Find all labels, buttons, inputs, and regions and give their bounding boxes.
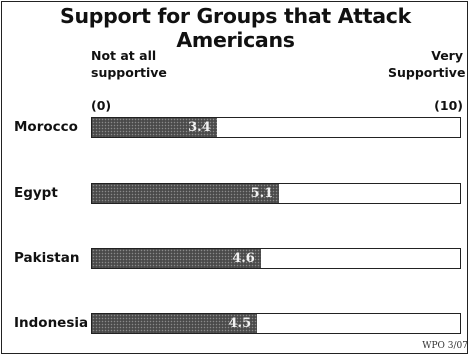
bar-pakistan <box>92 249 261 268</box>
category-label-indonesia: Indonesia <box>14 315 89 331</box>
bar-egypt <box>92 184 280 203</box>
bar-track-indonesia: 4.5 <box>91 313 461 334</box>
bar-track-egypt: 5.1 <box>91 183 461 204</box>
value-label-egypt: 5.1 <box>250 186 274 201</box>
scale-low-label: Not at all supportive <box>91 47 171 81</box>
value-label-pakistan: 4.6 <box>232 251 255 266</box>
scale-low-label-text: Not at all supportive <box>91 48 167 80</box>
bar-track-pakistan: 4.6 <box>91 248 461 269</box>
value-label-indonesia: 4.5 <box>228 316 252 331</box>
scale-low-value: (0) <box>91 98 112 113</box>
scale-high-label: Very Supportive <box>388 47 466 81</box>
source-credit: WPO 3/07 <box>422 341 468 351</box>
scale-high-value: (10) <box>434 98 463 113</box>
category-label-pakistan: Pakistan <box>14 250 80 266</box>
category-label-egypt: Egypt <box>14 185 58 201</box>
bar-indonesia <box>92 314 258 333</box>
bar-morocco <box>92 118 217 137</box>
category-label-morocco: Morocco <box>14 119 78 135</box>
scale-high-label-text: Very Supportive <box>388 48 466 80</box>
value-label-morocco: 3.4 <box>188 120 211 135</box>
bar-track-morocco: 3.4 <box>91 117 461 138</box>
chart-title: Support for Groups that Attack Americans <box>60 4 411 52</box>
chart-frame <box>1 1 468 354</box>
